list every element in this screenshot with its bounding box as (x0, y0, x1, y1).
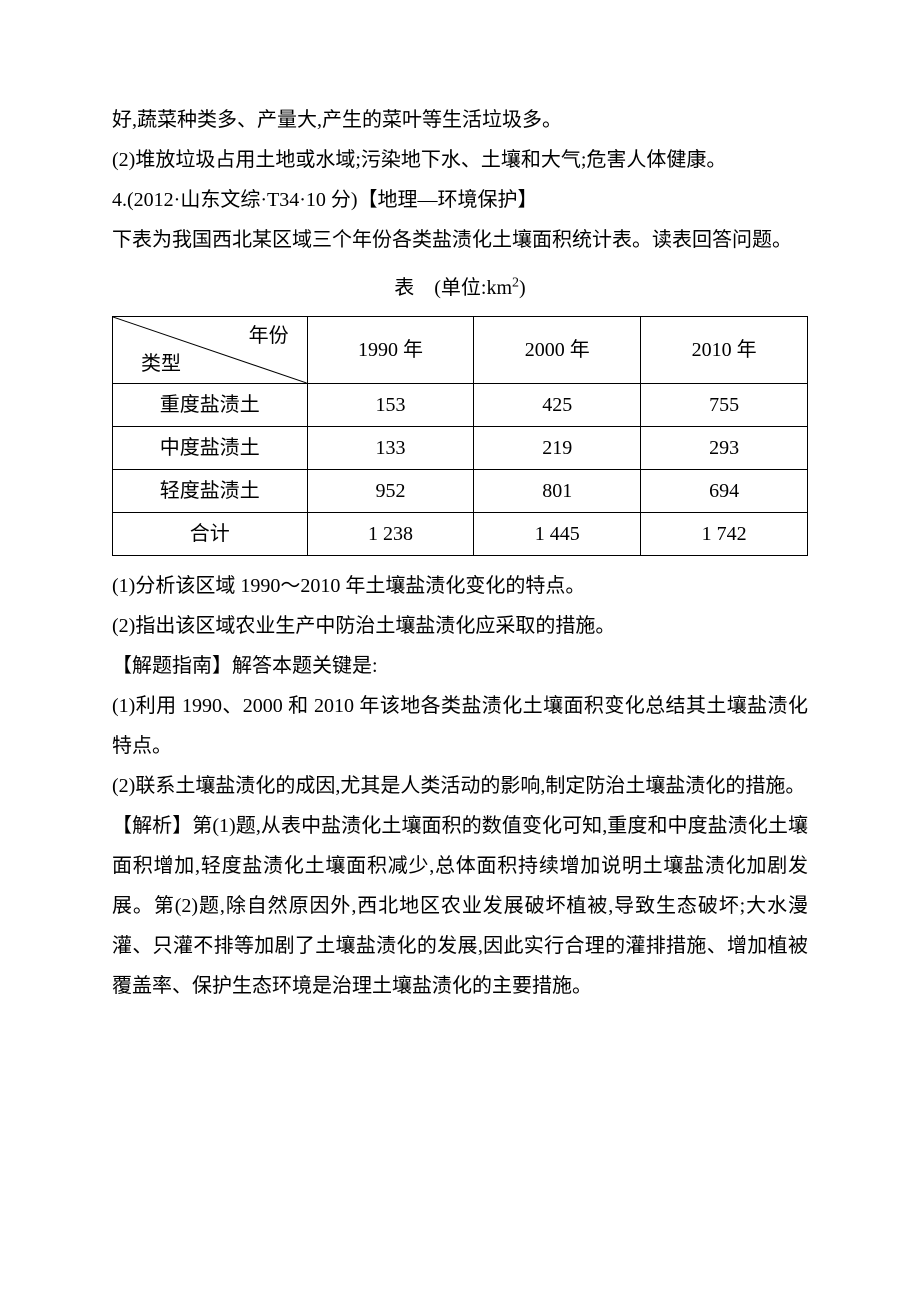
salinization-table: 年份 类型 1990 年 2000 年 2010 年 重度盐渍土 153 425… (112, 316, 808, 556)
document-page: 好,蔬菜种类多、产量大,产生的菜叶等生活垃圾多。 (2)堆放垃圾占用土地或水域;… (0, 0, 920, 1302)
table-column-header: 2010 年 (641, 317, 808, 384)
cell: 153 (307, 384, 474, 427)
paragraph: (1)分析该区域 1990～2010 年土壤盐渍化变化的特点。 (112, 566, 808, 606)
row-label: 重度盐渍土 (113, 384, 308, 427)
cell: 952 (307, 470, 474, 513)
cell: 1 445 (474, 513, 641, 556)
table-column-header: 2000 年 (474, 317, 641, 384)
paragraph: (1)利用 1990、2000 和 2010 年该地各类盐渍化土壤面积变化总结其… (112, 686, 808, 766)
paragraph: 【解题指南】解答本题关键是: (112, 646, 808, 686)
paragraph: (2)指出该区域农业生产中防治土壤盐渍化应采取的措施。 (112, 606, 808, 646)
cell: 1 742 (641, 513, 808, 556)
header-bottom-label: 类型 (141, 349, 181, 379)
paragraph: 4.(2012·山东文综·T34·10 分)【地理—环境保护】 (112, 180, 808, 220)
table-row: 重度盐渍土 153 425 755 (113, 384, 808, 427)
paragraph: 下表为我国西北某区域三个年份各类盐渍化土壤面积统计表。读表回答问题。 (112, 220, 808, 260)
table-row: 中度盐渍土 133 219 293 (113, 427, 808, 470)
table-column-header: 1990 年 (307, 317, 474, 384)
header-top-label: 年份 (249, 321, 289, 351)
cell: 755 (641, 384, 808, 427)
cell: 694 (641, 470, 808, 513)
paragraph: (2)联系土壤盐渍化的成因,尤其是人类活动的影响,制定防治土壤盐渍化的措施。 (112, 766, 808, 806)
cell: 801 (474, 470, 641, 513)
table-row: 合计 1 238 1 445 1 742 (113, 513, 808, 556)
paragraph: 好,蔬菜种类多、产量大,产生的菜叶等生活垃圾多。 (112, 100, 808, 140)
cell: 1 238 (307, 513, 474, 556)
caption-label: 表 (394, 277, 414, 299)
cell: 425 (474, 384, 641, 427)
caption-unit-close: ) (519, 277, 526, 299)
cell: 133 (307, 427, 474, 470)
caption-unit-open: (单位:km (434, 277, 512, 299)
table-header-row: 年份 类型 1990 年 2000 年 2010 年 (113, 317, 808, 384)
row-label: 合计 (113, 513, 308, 556)
table-row: 轻度盐渍土 952 801 694 (113, 470, 808, 513)
paragraph: (2)堆放垃圾占用土地或水域;污染地下水、土壤和大气;危害人体健康。 (112, 140, 808, 180)
table-corner-cell: 年份 类型 (113, 317, 308, 384)
cell: 293 (641, 427, 808, 470)
paragraph: 【解析】第(1)题,从表中盐渍化土壤面积的数值变化可知,重度和中度盐渍化土壤面积… (112, 806, 808, 1006)
table-caption: 表 (单位:km2) (112, 268, 808, 308)
cell: 219 (474, 427, 641, 470)
row-label: 轻度盐渍土 (113, 470, 308, 513)
caption-unit-sup: 2 (512, 275, 519, 290)
row-label: 中度盐渍土 (113, 427, 308, 470)
